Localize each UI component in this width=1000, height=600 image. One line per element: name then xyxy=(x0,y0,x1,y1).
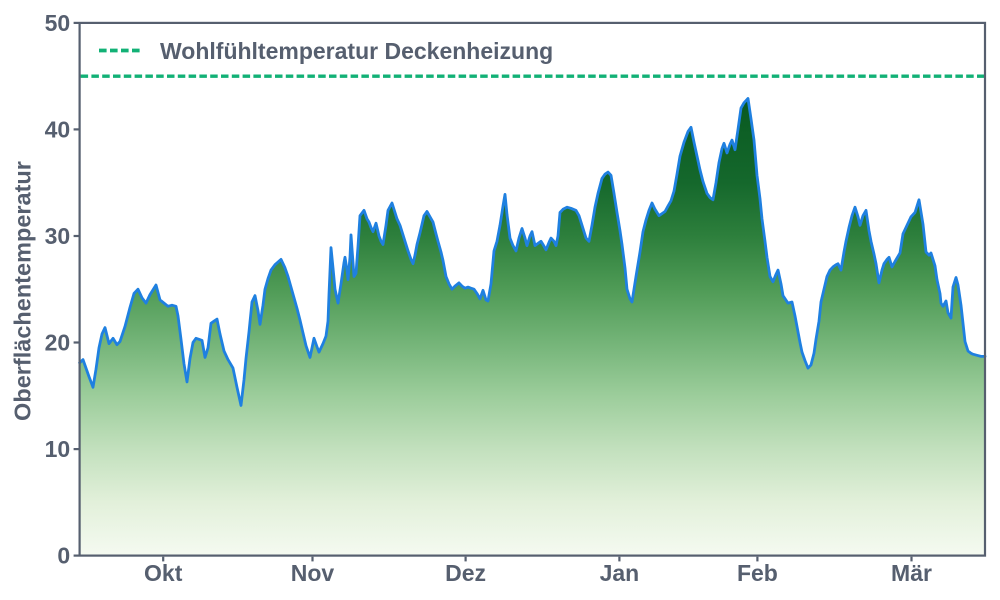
svg-text:Mär: Mär xyxy=(891,560,932,586)
svg-text:40: 40 xyxy=(45,116,71,142)
svg-text:20: 20 xyxy=(45,330,71,356)
svg-text:Okt: Okt xyxy=(144,560,183,586)
svg-text:Oberflächentemperatur: Oberflächentemperatur xyxy=(9,161,35,421)
svg-text:0: 0 xyxy=(57,543,70,569)
svg-text:Wohlfühltemperatur Deckenheizu: Wohlfühltemperatur Deckenheizung xyxy=(160,38,553,64)
svg-text:Nov: Nov xyxy=(291,560,335,586)
svg-text:30: 30 xyxy=(45,223,71,249)
svg-text:50: 50 xyxy=(45,10,71,36)
svg-text:10: 10 xyxy=(45,436,71,462)
svg-text:Feb: Feb xyxy=(737,560,778,586)
svg-text:Jan: Jan xyxy=(600,560,640,586)
svg-text:Dez: Dez xyxy=(445,560,486,586)
